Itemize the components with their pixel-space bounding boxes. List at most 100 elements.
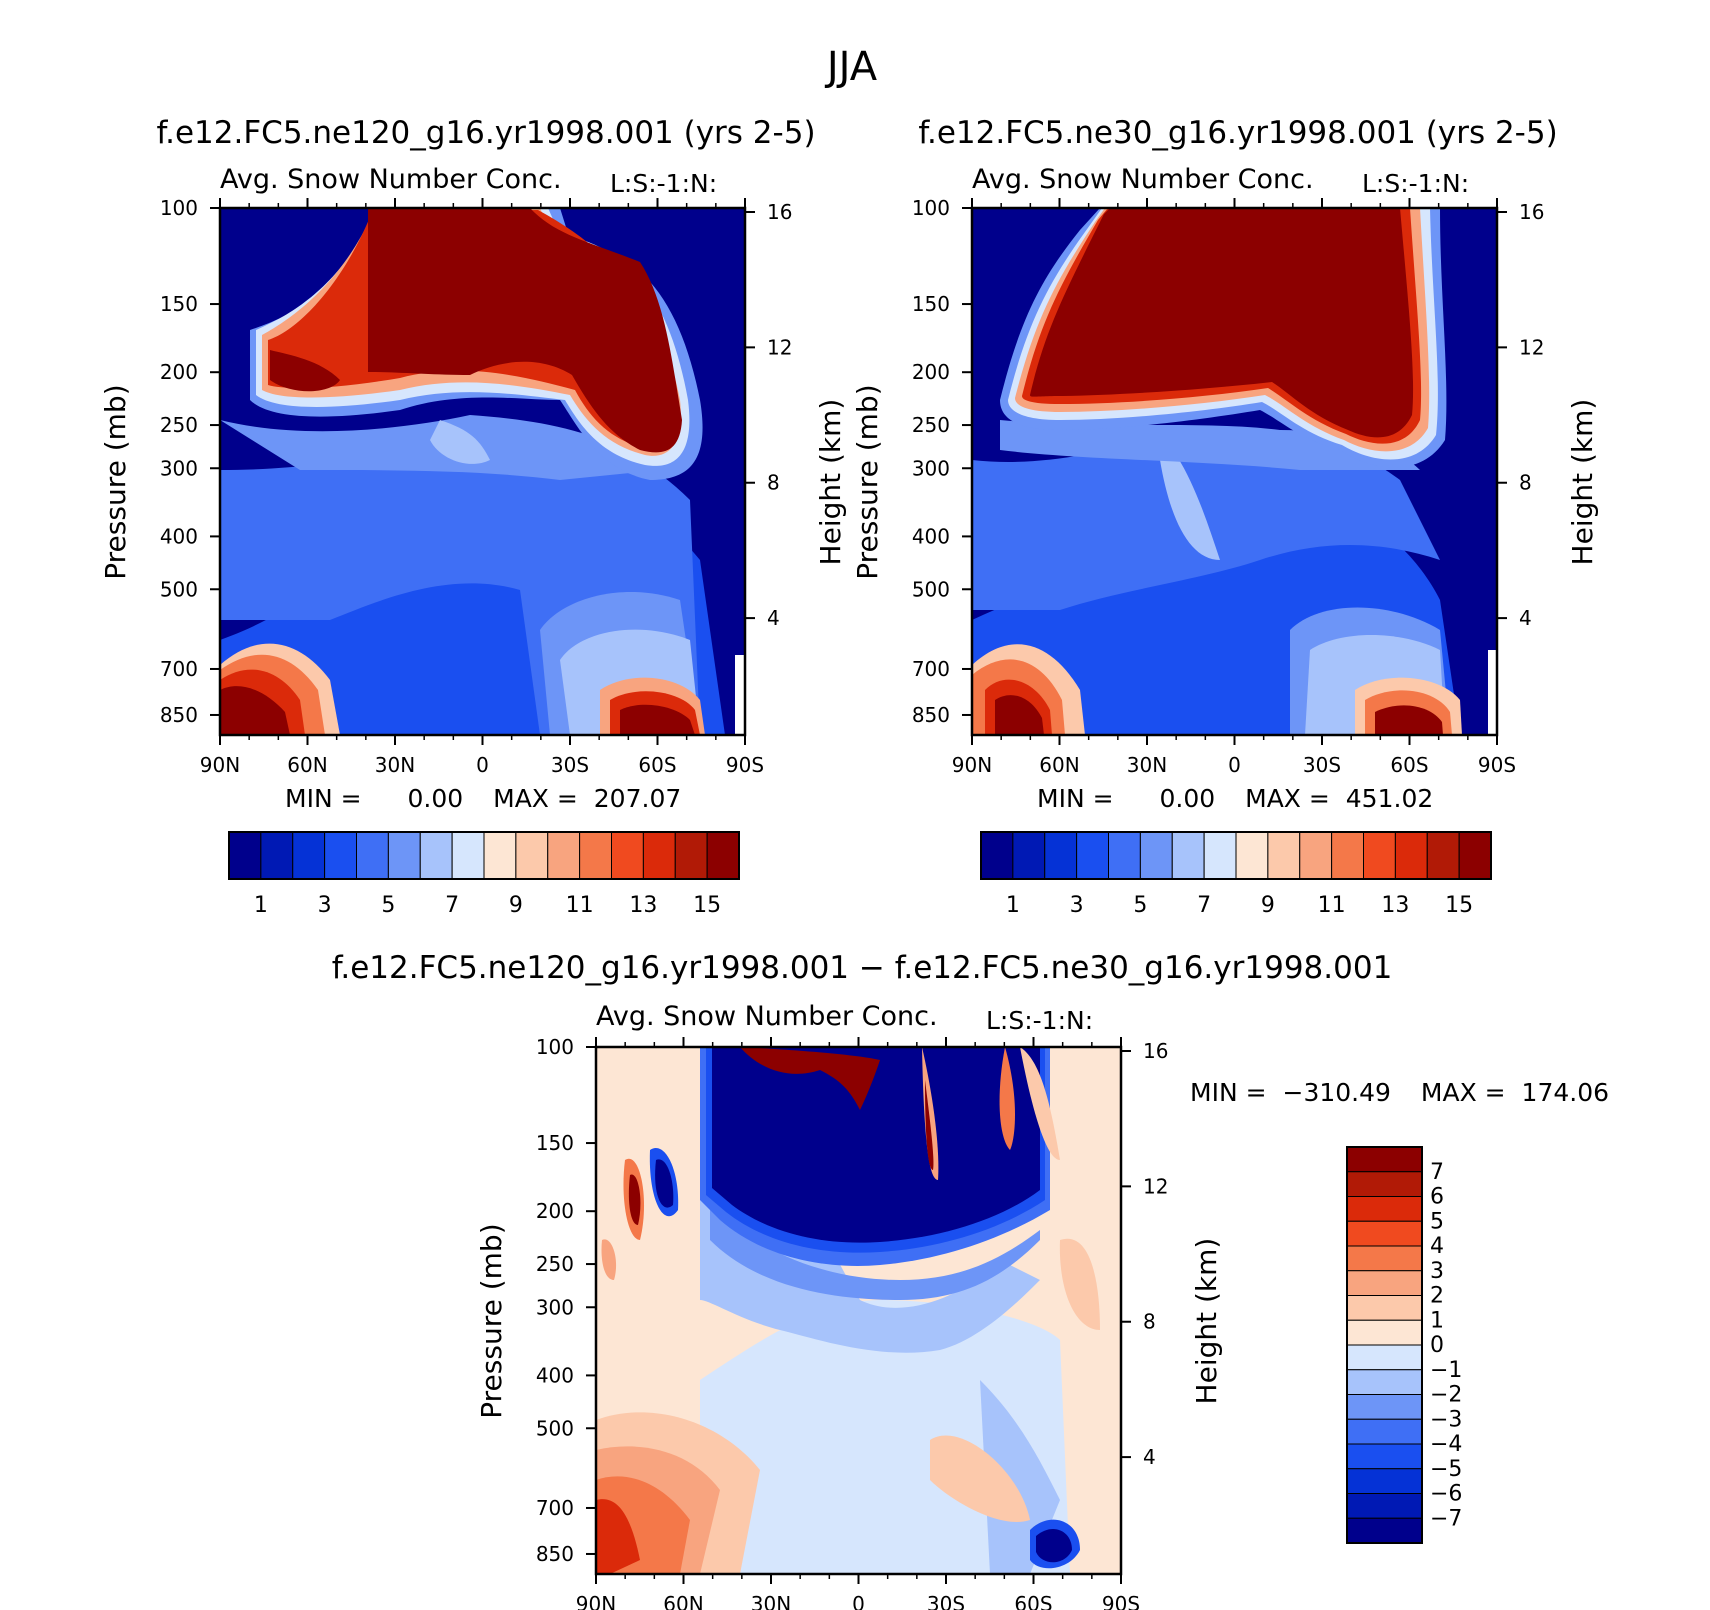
panel-title: f.e12.FC5.ne30_g16.yr1998.001 (yrs 2-5) <box>918 115 1557 151</box>
colorbar-swatch <box>1203 831 1237 880</box>
x-tick-label: 60S <box>1014 1592 1052 1610</box>
y-right-tick-label: 16 <box>1143 1039 1168 1063</box>
colorbar-label: 4 <box>1430 1234 1444 1259</box>
y-tick-label: 100 <box>160 196 198 220</box>
panel-ne30: f.e12.FC5.ne30_g16.yr1998.001 (yrs 2-5) … <box>851 115 1599 777</box>
colorbar-label: −4 <box>1430 1432 1462 1457</box>
y-axis-label: Pressure (mb) <box>851 384 884 579</box>
colorbar-swatch <box>642 831 676 880</box>
colorbar-label: −7 <box>1430 1506 1462 1531</box>
panel-subtitle: Avg. Snow Number Conc. <box>220 164 562 195</box>
y-right-tick-label: 12 <box>1519 335 1544 359</box>
colorbar-swatch <box>1346 1443 1423 1470</box>
y-tick-label: 250 <box>160 413 198 437</box>
colorbar-label: −2 <box>1430 1383 1462 1408</box>
colorbar-swatch <box>387 831 421 880</box>
colorbar-swatch <box>1394 831 1428 880</box>
min-max-label: MIN = 0.00 MAX = 207.07 <box>285 784 681 813</box>
colorbar-swatch <box>1346 1295 1423 1321</box>
colorbar-swatch <box>483 831 517 880</box>
y-tick-label: 850 <box>912 703 950 727</box>
x-tick-label: 60N <box>1039 753 1079 777</box>
colorbar-swatch <box>547 831 581 880</box>
colorbar-label: 9 <box>509 893 523 918</box>
colorbar-label: 1 <box>1430 1308 1444 1333</box>
colorbar-label: 3 <box>1430 1259 1444 1284</box>
panel-subtitle: Avg. Snow Number Conc. <box>972 164 1314 195</box>
colorbar-swatch <box>1331 831 1364 880</box>
x-tick-label: 30S <box>927 1592 965 1610</box>
x-tick-label: 90S <box>1102 1592 1140 1610</box>
colorbar-swatch <box>1346 1196 1423 1222</box>
colorbar-swatch <box>419 831 453 880</box>
y-tick-label: 500 <box>536 1416 574 1440</box>
colorbar-ne30: 1 3 5 7 9 11 13 15 <box>980 831 1492 918</box>
y-tick-label: 400 <box>160 524 198 548</box>
figure-title: JJA <box>824 44 878 90</box>
x-tick-label: 30N <box>375 753 415 777</box>
x-tick-label: 30S <box>551 753 589 777</box>
y-axis-label: Pressure (mb) <box>99 384 132 579</box>
colorbar-swatch <box>356 831 389 880</box>
colorbar-label: 7 <box>1430 1160 1444 1185</box>
x-tick-label: 30N <box>751 1592 791 1610</box>
colorbar-swatch <box>292 831 326 880</box>
y-tick-label: 400 <box>536 1363 574 1387</box>
colorbar-label: 9 <box>1261 893 1275 918</box>
y-tick-label: 500 <box>912 577 950 601</box>
colorbar-swatch <box>1426 831 1460 880</box>
colorbar-swatch <box>1171 831 1205 880</box>
y-tick-label: 100 <box>536 1035 574 1059</box>
y-tick-label: 200 <box>912 360 950 384</box>
contour-field <box>596 1047 1121 1574</box>
colorbar-label: −1 <box>1430 1358 1462 1383</box>
y-tick-label: 700 <box>536 1496 574 1520</box>
colorbar-swatch <box>1076 831 1109 880</box>
y-right-axis-label: Height (km) <box>1190 1238 1223 1405</box>
y-right-tick-label: 4 <box>1143 1445 1156 1469</box>
panel-difference: f.e12.FC5.ne120_g16.yr1998.001 − f.e12.F… <box>332 950 1609 1610</box>
colorbar-swatch <box>1346 1418 1423 1445</box>
y-right-axis-label: Height (km) <box>814 399 847 566</box>
colorbar-swatch <box>1012 831 1046 880</box>
colorbar-label: −3 <box>1430 1407 1462 1432</box>
colorbar-swatch <box>1267 831 1301 880</box>
colorbar-label: 5 <box>381 893 395 918</box>
x-tick-label: 90S <box>1478 753 1516 777</box>
x-tick-label: 90N <box>200 753 240 777</box>
colorbar-swatch <box>579 831 612 880</box>
colorbar-swatch <box>1108 831 1141 880</box>
colorbar-label: 11 <box>566 893 594 918</box>
colorbar-label: 6 <box>1430 1185 1444 1210</box>
colorbar-label: 0 <box>1430 1333 1444 1358</box>
colorbar-label: 7 <box>1197 893 1211 918</box>
colorbar-label: 15 <box>1445 893 1473 918</box>
y-tick-label: 150 <box>912 292 950 316</box>
min-max-label: MIN = −310.49 MAX = 174.06 <box>1190 1078 1609 1107</box>
x-tick-label: 60S <box>1390 753 1428 777</box>
y-right-tick-label: 4 <box>1519 606 1532 630</box>
colorbar-swatch <box>1044 831 1078 880</box>
colorbar-swatch <box>1346 1394 1423 1420</box>
y-right-tick-label: 16 <box>767 200 792 224</box>
x-tick-label: 60S <box>638 753 676 777</box>
contour-field <box>972 208 1497 735</box>
colorbar-swatch <box>1139 831 1173 880</box>
y-right-tick-label: 16 <box>1519 200 1544 224</box>
panel-title: f.e12.FC5.ne120_g16.yr1998.001 (yrs 2-5) <box>156 115 815 151</box>
colorbar-swatch <box>1235 831 1269 880</box>
x-tick-label: 90N <box>952 753 992 777</box>
colorbar-swatch <box>1363 831 1396 880</box>
y-tick-label: 850 <box>160 703 198 727</box>
x-tick-label: 0 <box>476 753 489 777</box>
colorbar-label: 1 <box>1006 893 1020 918</box>
colorbar-swatch <box>451 831 485 880</box>
x-tick-label: 90N <box>576 1592 616 1610</box>
y-tick-label: 100 <box>912 196 950 220</box>
colorbar-swatch <box>674 831 708 880</box>
y-tick-label: 300 <box>912 456 950 480</box>
colorbar-label: 15 <box>693 893 721 918</box>
min-max-label: MIN = 0.00 MAX = 451.02 <box>1037 784 1433 813</box>
y-tick-label: 250 <box>536 1252 574 1276</box>
colorbar-label: 3 <box>318 893 332 918</box>
